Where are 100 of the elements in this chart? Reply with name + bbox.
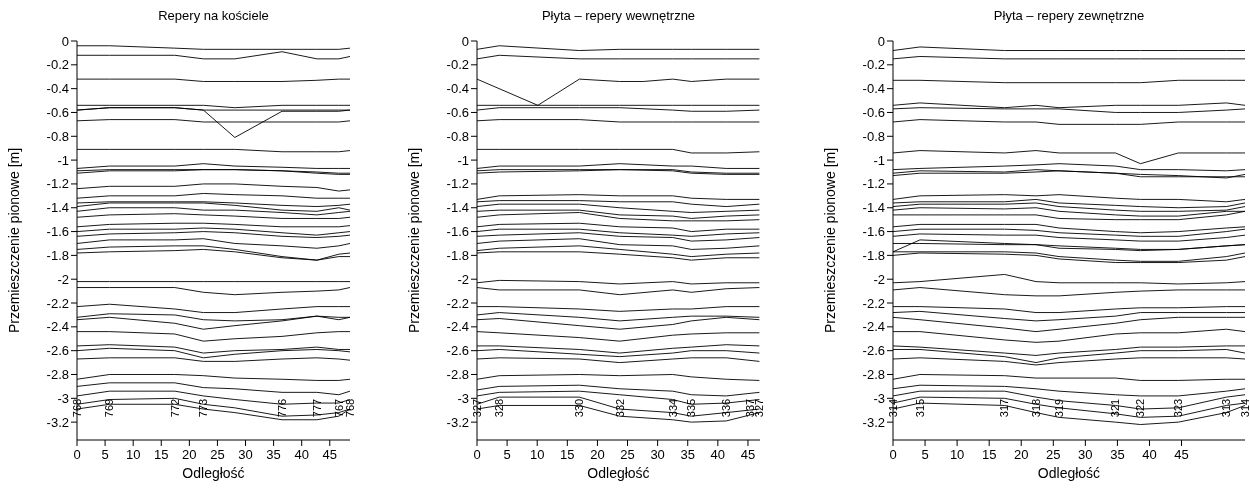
annotation: 314	[1238, 398, 1250, 418]
y-tick-label: -2.4	[862, 319, 885, 335]
y-tick-label: -0.4	[46, 81, 69, 97]
x-tick-label: 30	[1078, 447, 1093, 462]
y-tick-label: -0.2	[862, 57, 885, 73]
x-tick-label: 30	[650, 447, 665, 462]
y-tick-label: -2	[457, 271, 469, 287]
y-tick-label: -0.6	[862, 105, 885, 121]
annotation: 776	[275, 398, 288, 418]
annotation: 334	[666, 398, 679, 418]
chart-title: Repery na kościele	[158, 8, 269, 23]
annotation: 327	[753, 398, 766, 418]
y-tick-label: 0	[61, 33, 69, 49]
x-tick-label: 10	[125, 447, 141, 462]
x-tick-label: 35	[266, 447, 281, 462]
y-tick-label: -3	[57, 390, 69, 406]
y-tick-label: -3.2	[446, 414, 469, 430]
annotation: 335	[685, 398, 698, 418]
y-tick-label: -2.8	[446, 367, 469, 383]
y-tick-label: -2.4	[46, 319, 69, 335]
y-tick-label: -0.2	[446, 57, 469, 73]
y-axis-title: Przemieszczenie pionowe [m]	[822, 147, 838, 334]
y-tick-label: -1	[457, 152, 469, 168]
y-tick-label: -1	[873, 152, 885, 168]
y-tick-label: -1.2	[446, 176, 469, 192]
y-tick-label: -1.2	[862, 176, 885, 192]
x-tick-label: 5	[101, 447, 109, 462]
y-tick-label: -3.2	[862, 414, 885, 430]
y-tick-label: -0.4	[446, 81, 469, 97]
y-tick-label: -0.8	[446, 128, 469, 144]
annotation: 322	[1134, 398, 1147, 418]
y-axis-title: Przemieszczenie pionowe [m]	[406, 147, 422, 334]
x-tick-label: 15	[981, 447, 997, 462]
y-tick-label: -2.2	[862, 295, 885, 311]
y-tick-label: -0.8	[862, 128, 885, 144]
y-tick-label: -3	[873, 390, 885, 406]
y-tick-label: -1.6	[46, 224, 69, 240]
x-tick-label: 0	[889, 447, 897, 462]
y-tick-label: 0	[877, 33, 885, 49]
y-tick-label: -2.8	[862, 367, 885, 383]
x-tick-label: 20	[590, 447, 605, 462]
annotation: 768	[343, 398, 356, 418]
annotation: 768	[70, 398, 83, 418]
y-tick-label: -1.4	[862, 200, 885, 216]
chart-title: Płyta – repery wewnętrzne	[541, 8, 696, 23]
y-tick-label: -0.6	[446, 105, 469, 121]
annotation: 321	[1109, 398, 1122, 418]
chart-title: Płyta – repery zewnętrzne	[993, 8, 1145, 23]
x-tick-label: 10	[529, 447, 545, 462]
x-axis-title: Odległość	[587, 465, 650, 481]
y-tick-label: -3.2	[46, 414, 69, 430]
y-tick-label: -3	[457, 390, 469, 406]
x-axis-title: Odległość	[182, 465, 245, 481]
annotation: 318	[1029, 398, 1042, 418]
y-tick-label: -1.6	[446, 224, 469, 240]
annotation: 315	[913, 398, 926, 418]
y-tick-label: -0.4	[862, 81, 885, 97]
x-tick-label: 15	[154, 447, 169, 462]
x-tick-label: 35	[1110, 447, 1125, 462]
x-tick-label: 5	[503, 447, 511, 462]
annotation: 330	[573, 398, 586, 418]
x-tick-label: 35	[680, 447, 695, 462]
y-tick-label: -2.6	[862, 343, 885, 359]
y-tick-label: -2.2	[46, 295, 69, 311]
y-tick-label: -1.8	[46, 247, 69, 263]
y-tick-label: -1.2	[46, 176, 69, 192]
annotation: 323	[1172, 398, 1185, 418]
x-tick-label: 45	[740, 447, 756, 462]
y-tick-label: -1	[57, 152, 69, 168]
y-tick-label: -2	[873, 271, 885, 287]
y-axis-title: Przemieszczenie pionowe [m]	[6, 147, 22, 334]
x-tick-label: 30	[238, 447, 253, 462]
annotation: 769	[103, 398, 116, 418]
annotation: 328	[493, 398, 506, 418]
x-tick-label: 25	[1046, 447, 1061, 462]
annotation: 767	[332, 398, 345, 418]
y-tick-label: -2.8	[46, 367, 69, 383]
x-tick-label: 25	[210, 447, 225, 462]
y-tick-label: -2	[57, 271, 69, 287]
annotation: 336	[720, 398, 733, 418]
x-tick-label: 10	[949, 447, 965, 462]
y-tick-label: -1.6	[862, 224, 885, 240]
y-tick-label: 0	[461, 33, 469, 49]
y-tick-label: -1.4	[446, 200, 469, 216]
x-tick-label: 20	[1014, 447, 1029, 462]
annotation: 773	[197, 398, 210, 418]
y-tick-label: -2.2	[446, 295, 469, 311]
x-tick-label: 5	[921, 447, 929, 462]
x-tick-label: 40	[1142, 447, 1157, 462]
x-tick-label: 25	[620, 447, 635, 462]
annotation: 772	[168, 398, 181, 418]
y-tick-label: -0.8	[46, 128, 69, 144]
x-tick-label: 20	[182, 447, 197, 462]
y-tick-label: -2.6	[446, 343, 469, 359]
annotation: 314	[886, 398, 899, 418]
x-tick-label: 0	[73, 447, 81, 462]
annotation: 327	[470, 398, 483, 418]
x-tick-label: 40	[710, 447, 726, 462]
x-tick-label: 45	[1174, 447, 1189, 462]
x-tick-label: 45	[322, 447, 338, 462]
